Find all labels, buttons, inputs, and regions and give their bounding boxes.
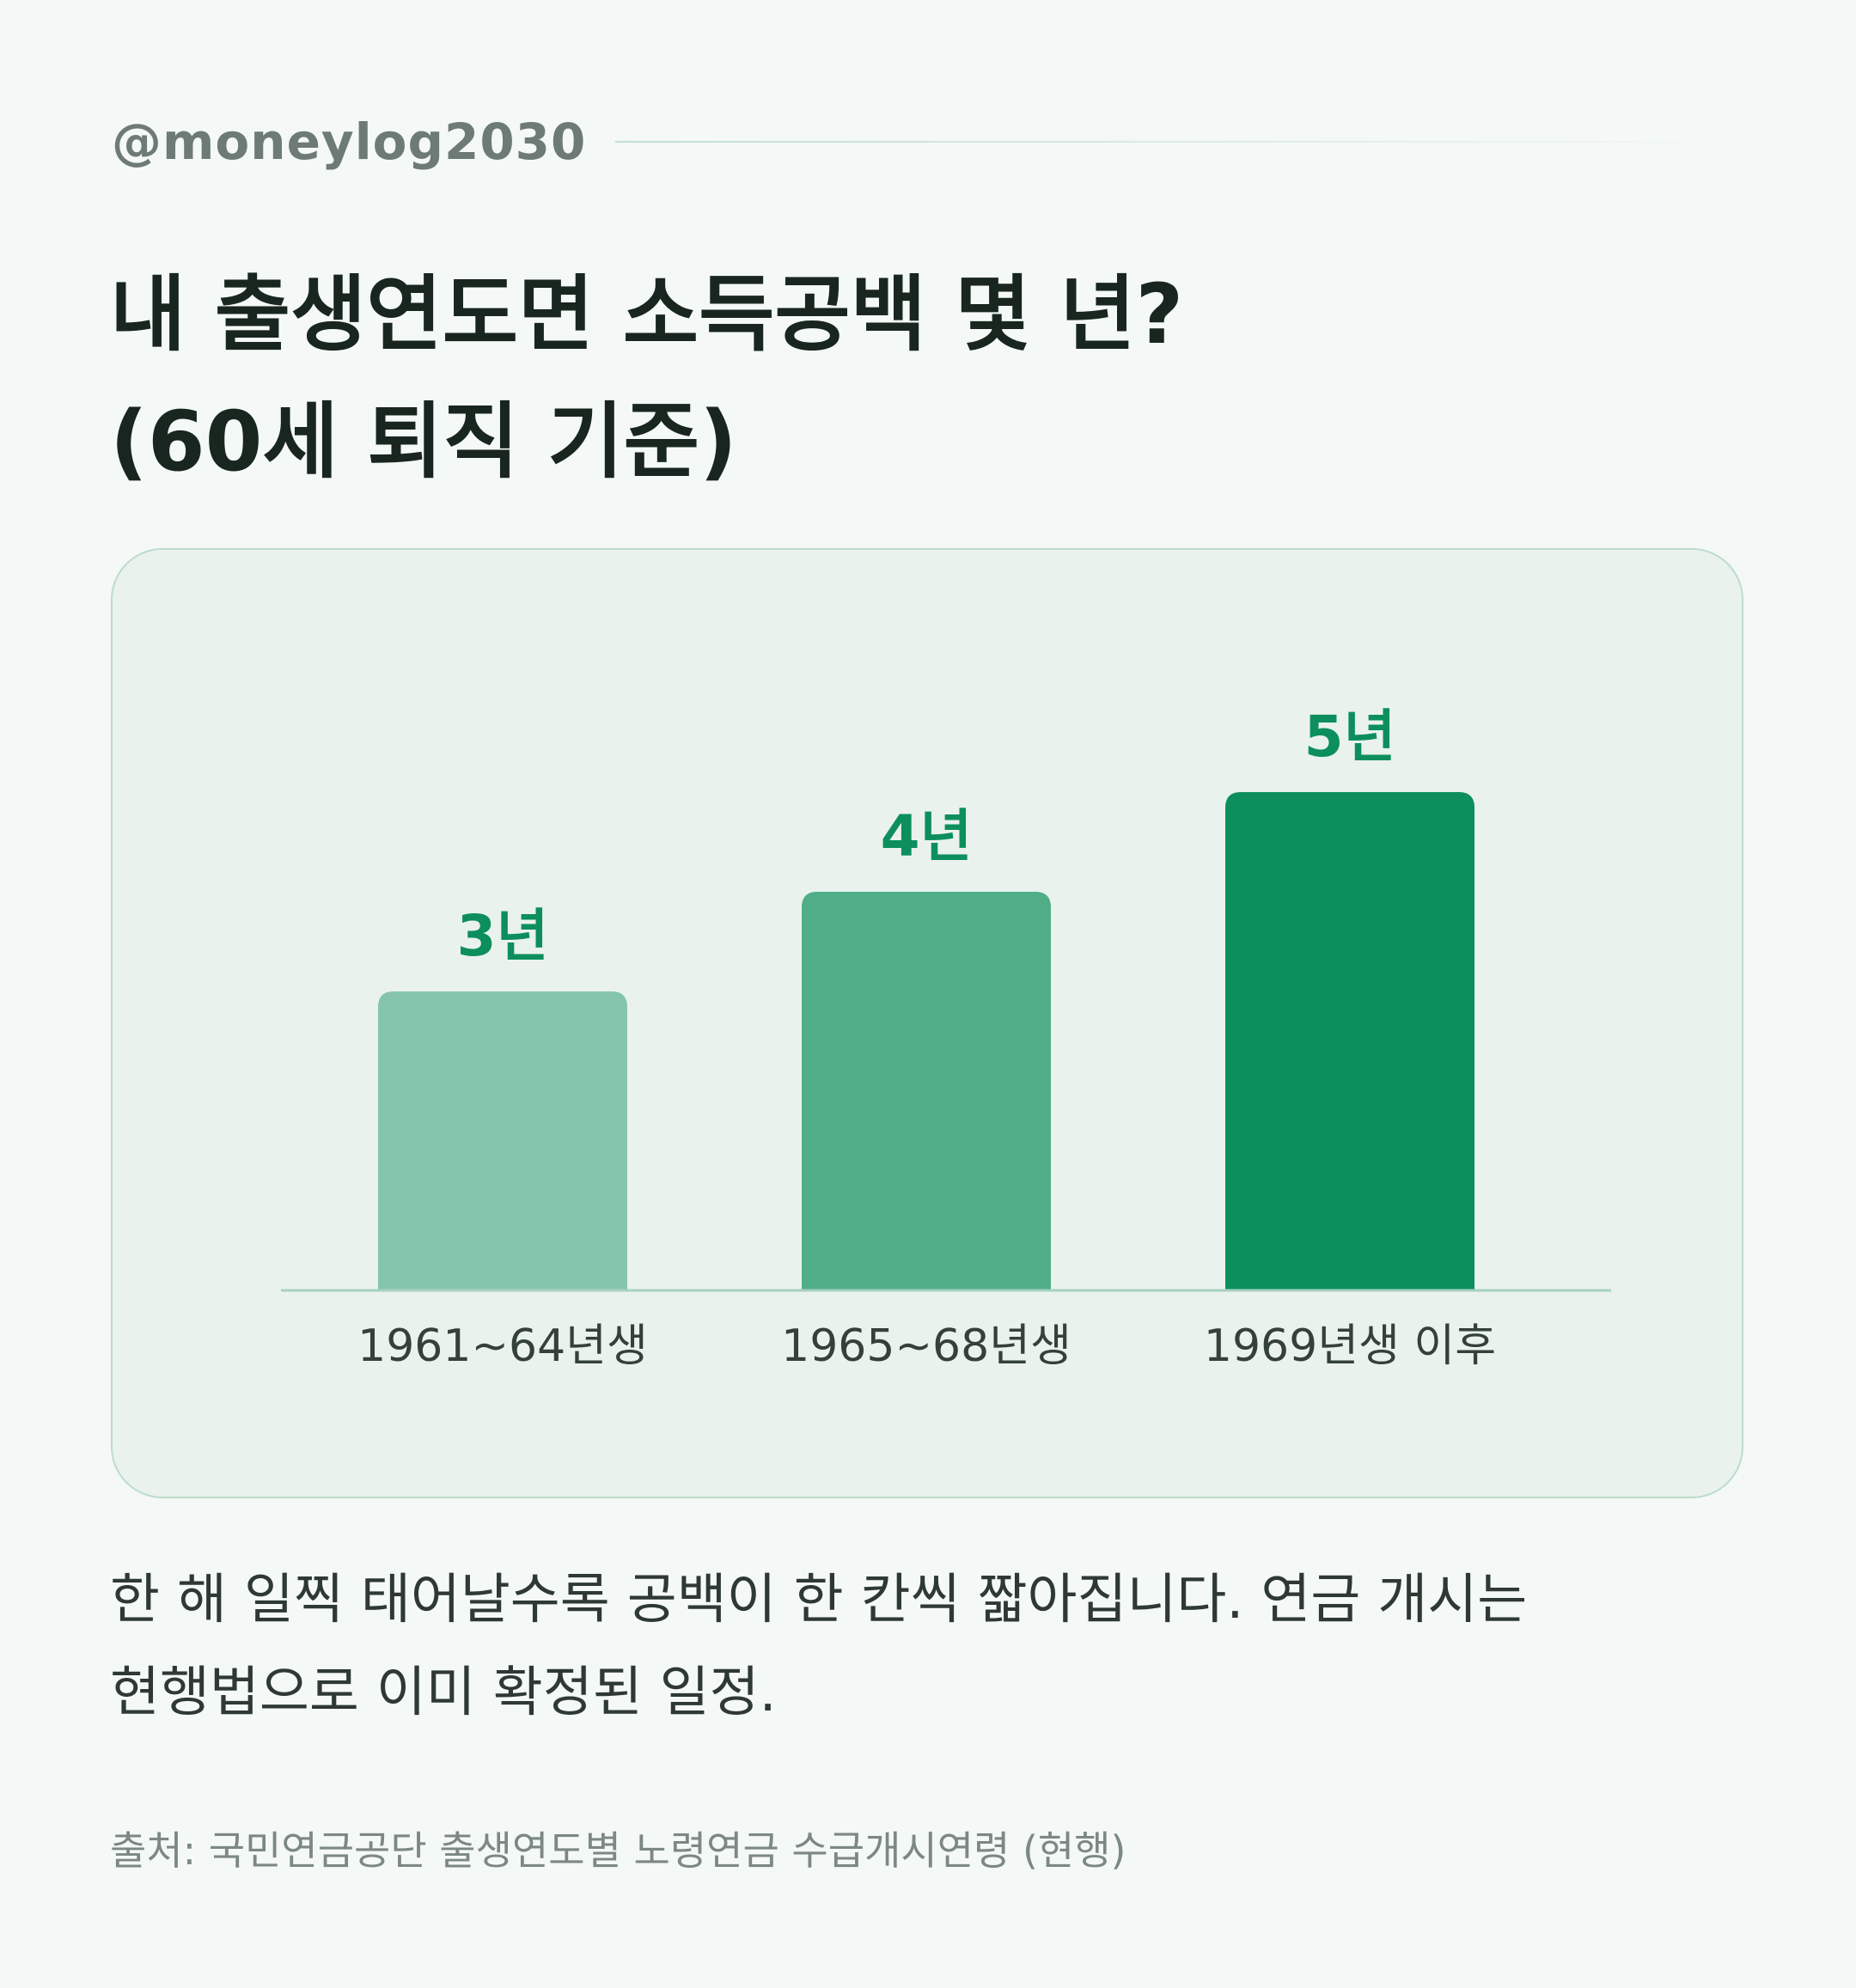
- bar-3: [1225, 792, 1474, 1290]
- caption-line-2: 현행법으로 이미 확정된 일정.: [110, 1661, 777, 1723]
- value-label-3: 5년: [1304, 704, 1396, 770]
- caption-line-1: 한 해 일찍 태어날수록 공백이 한 칸씩 짧아집니다. 연금 개시는: [110, 1568, 1528, 1631]
- category-label-1: 1961~64년생: [357, 1320, 648, 1372]
- bar-2: [802, 892, 1051, 1290]
- value-label-1: 3년: [457, 903, 549, 969]
- source-note: 출처: 국민연금공단 출생연도별 노령연금 수급개시연령 (현행): [110, 1827, 1126, 1874]
- bar-1: [378, 991, 627, 1290]
- header-divider: [615, 141, 1744, 143]
- header-row: @moneylog2030: [112, 112, 1744, 172]
- category-label-3: 1969년생 이후: [1204, 1320, 1496, 1372]
- value-label-2: 4년: [881, 803, 973, 869]
- category-label-2: 1965~68년생: [781, 1320, 1071, 1372]
- bars-layer: [378, 792, 1474, 1290]
- chart-card: 3년 1961~64년생 4년 1965~68년생 5년 1969년생 이후: [111, 548, 1743, 1498]
- account-handle: @moneylog2030: [112, 113, 587, 171]
- chart-caption: 한 해 일찍 태어날수록 공백이 한 칸씩 짧아집니다. 연금 개시는 현행법으…: [110, 1553, 1743, 1739]
- bar-chart: 3년 1961~64년생 4년 1965~68년생 5년 1969년생 이후: [281, 704, 1611, 1372]
- page-title: 내 출생연도면 소득공백 몇 년? (60세 퇴직 기준): [110, 251, 1743, 505]
- title-line-2: (60세 퇴직 기준): [110, 393, 737, 490]
- labels-layer: 3년 1961~64년생 4년 1965~68년생 5년 1969년생 이후: [357, 704, 1496, 1372]
- title-line-1: 내 출생연도면 소득공백 몇 년?: [110, 266, 1184, 363]
